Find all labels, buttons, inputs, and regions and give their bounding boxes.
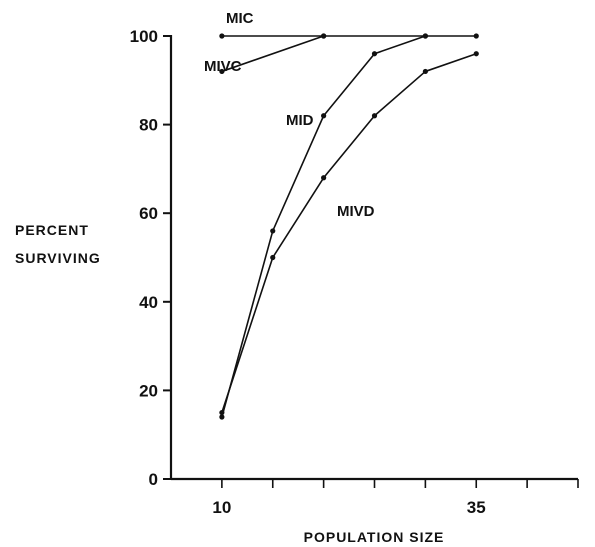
- y-tick-label-100: 100: [130, 27, 158, 46]
- labels-group: 0 20 40 60 80 100 10 35 POPULATION SIZE PERCENT SU…: [15, 10, 486, 545]
- series-label-mid: MID: [286, 112, 314, 129]
- point-mivd-2: [321, 175, 327, 181]
- point-mivc-1: [321, 33, 327, 39]
- axes: [169, 35, 578, 481]
- y-tick-label-60: 60: [139, 204, 158, 223]
- point-mid-2: [321, 113, 327, 119]
- series-label-mic: MIC: [226, 10, 254, 27]
- point-mivd-4: [422, 68, 428, 75]
- point-mic-0: [219, 33, 225, 39]
- y-tick-label-40: 40: [139, 293, 158, 312]
- series-line-mivd: [221, 52, 477, 413]
- series-label-mivd: MIVD: [337, 203, 375, 220]
- point-mic-3: [473, 33, 479, 39]
- axis-ticks: [163, 35, 579, 488]
- x-axis-title: POPULATION SIZE: [304, 529, 445, 545]
- y-tick-label-80: 80: [139, 116, 158, 135]
- point-mid-4: [422, 33, 428, 39]
- y-axis-title-line2: SURVIVING: [15, 250, 101, 266]
- point-mivd-5: [473, 51, 479, 57]
- x-tick-label-10: 10: [212, 498, 231, 517]
- y-tick-label-20: 20: [139, 381, 158, 400]
- point-mid-3: [371, 51, 378, 57]
- point-mivd-0: [219, 409, 225, 416]
- y-axis-title-line1: PERCENT: [15, 222, 89, 238]
- series-group: [219, 33, 479, 420]
- series-label-mivc: MIVC: [204, 58, 242, 75]
- point-mid-1: [270, 228, 276, 234]
- point-mivc-0: [219, 68, 225, 75]
- point-mivd-1: [270, 254, 276, 261]
- point-mivd-3: [371, 113, 378, 119]
- series-line-mid: [221, 35, 426, 418]
- point-mid-0: [219, 414, 225, 420]
- y-tick-label-0: 0: [149, 470, 158, 489]
- x-tick-label-35: 35: [467, 498, 486, 517]
- series-line-mivc: [221, 35, 324, 73]
